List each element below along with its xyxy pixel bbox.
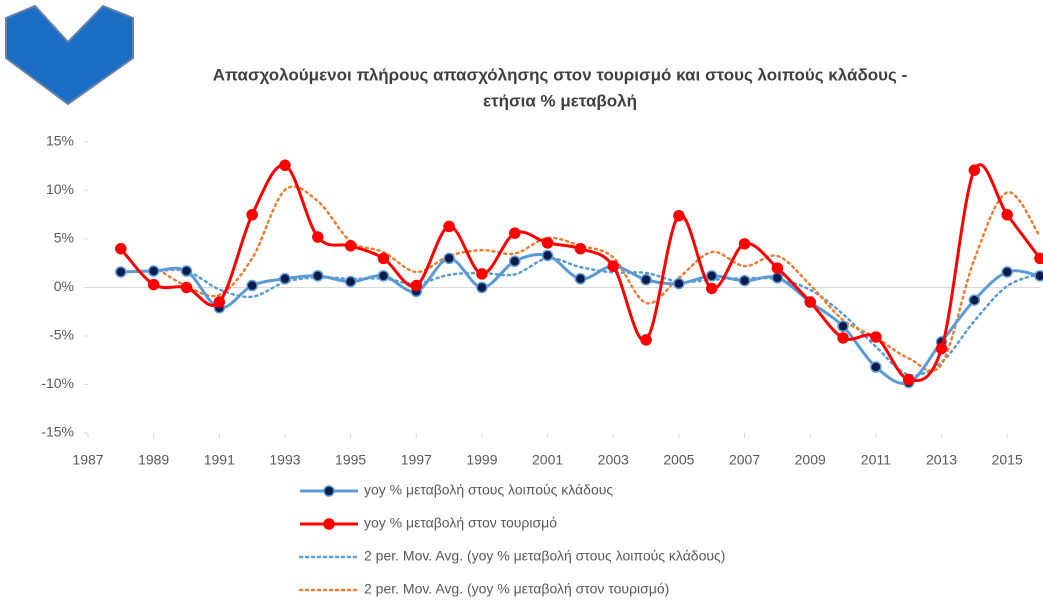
data-point bbox=[870, 331, 882, 343]
data-point bbox=[837, 332, 849, 344]
data-point bbox=[246, 279, 258, 292]
data-point bbox=[870, 361, 882, 373]
data-point bbox=[804, 296, 816, 308]
data-point bbox=[279, 273, 291, 285]
y-tick-label: 0% bbox=[54, 278, 74, 294]
series-line bbox=[152, 185, 1042, 373]
data-point bbox=[574, 273, 587, 285]
data-point bbox=[147, 278, 160, 291]
data-point bbox=[344, 240, 357, 252]
data-point bbox=[673, 209, 685, 222]
data-point bbox=[180, 281, 193, 294]
y-tick-label: 10% bbox=[46, 181, 74, 197]
data-point bbox=[738, 238, 751, 250]
chevron-icon bbox=[5, 4, 134, 106]
x-tick-label: 2015 bbox=[992, 452, 1023, 468]
legend-label: 2 per. Mov. Avg. (yoy % μεταβολή στους λ… bbox=[364, 548, 725, 564]
data-point bbox=[968, 164, 981, 176]
series-line bbox=[119, 163, 1042, 383]
x-tick-label: 2011 bbox=[861, 452, 891, 468]
x-tick-label: 2001 bbox=[532, 452, 563, 468]
legend-label: yoy % μεταβολή στους λοιπούς κλάδους bbox=[364, 482, 613, 498]
series-line bbox=[152, 257, 1042, 377]
legend-label: 2 per. Mov. Avg. (yoy % μεταβολή στον το… bbox=[364, 581, 669, 597]
legend-marker bbox=[323, 485, 335, 497]
data-point bbox=[1001, 266, 1013, 278]
data-point bbox=[377, 252, 390, 265]
legend-marker bbox=[323, 518, 335, 530]
data-point bbox=[213, 296, 226, 308]
data-point bbox=[705, 270, 718, 282]
data-point bbox=[541, 249, 554, 262]
x-tick-label: 1993 bbox=[269, 452, 300, 468]
x-tick-label: 2009 bbox=[795, 452, 826, 468]
x-tick-label: 1997 bbox=[401, 452, 432, 468]
legend-label: yoy % μεταβολή στον τουρισμό bbox=[364, 515, 557, 531]
data-point bbox=[312, 231, 324, 243]
y-tick-label: -5% bbox=[49, 327, 74, 343]
data-point bbox=[443, 252, 455, 265]
data-point bbox=[574, 242, 587, 255]
data-point bbox=[377, 270, 390, 282]
data-point bbox=[509, 255, 521, 268]
data-point bbox=[935, 342, 948, 355]
data-point bbox=[705, 282, 718, 295]
data-point bbox=[607, 260, 619, 272]
data-point bbox=[837, 320, 849, 333]
chart-title: Απασχολούμενοι πλήρους απασχόλησης στον … bbox=[213, 65, 908, 84]
y-tick-label: -10% bbox=[41, 375, 74, 391]
data-point bbox=[410, 279, 423, 292]
x-tick-label: 2005 bbox=[663, 452, 694, 468]
data-point bbox=[180, 265, 193, 277]
y-tick-label: 15% bbox=[46, 133, 74, 149]
x-tick-label: 1991 bbox=[204, 452, 235, 468]
data-point bbox=[1034, 270, 1043, 282]
data-point bbox=[115, 242, 127, 255]
x-tick-label: 1995 bbox=[335, 452, 366, 468]
data-point bbox=[147, 265, 160, 277]
chart-title: ετήσια % μεταβολή bbox=[483, 91, 637, 110]
data-point bbox=[673, 277, 685, 290]
data-point bbox=[541, 237, 554, 249]
data-point bbox=[1034, 252, 1043, 265]
x-tick-label: 2003 bbox=[598, 452, 629, 468]
data-point bbox=[312, 270, 324, 282]
x-tick-label: 1987 bbox=[72, 452, 103, 468]
data-point bbox=[279, 159, 291, 172]
data-point bbox=[476, 281, 488, 294]
x-tick-label: 2013 bbox=[926, 452, 957, 468]
x-tick-label: 1999 bbox=[466, 452, 497, 468]
y-tick-label: 5% bbox=[54, 230, 74, 246]
data-point bbox=[344, 275, 357, 288]
data-point bbox=[640, 273, 652, 286]
data-point bbox=[968, 294, 981, 306]
data-point bbox=[443, 220, 455, 233]
data-point bbox=[509, 227, 521, 239]
data-point bbox=[640, 334, 652, 346]
data-point bbox=[1001, 209, 1013, 221]
y-tick-label: -15% bbox=[41, 424, 74, 440]
data-point bbox=[771, 272, 784, 284]
x-tick-label: 1989 bbox=[138, 452, 169, 468]
data-point bbox=[115, 266, 127, 278]
data-point bbox=[902, 373, 915, 386]
x-tick-label: 2007 bbox=[729, 452, 760, 468]
data-point bbox=[771, 262, 784, 274]
data-point bbox=[476, 268, 488, 280]
data-point bbox=[246, 209, 258, 221]
data-point bbox=[738, 274, 751, 287]
